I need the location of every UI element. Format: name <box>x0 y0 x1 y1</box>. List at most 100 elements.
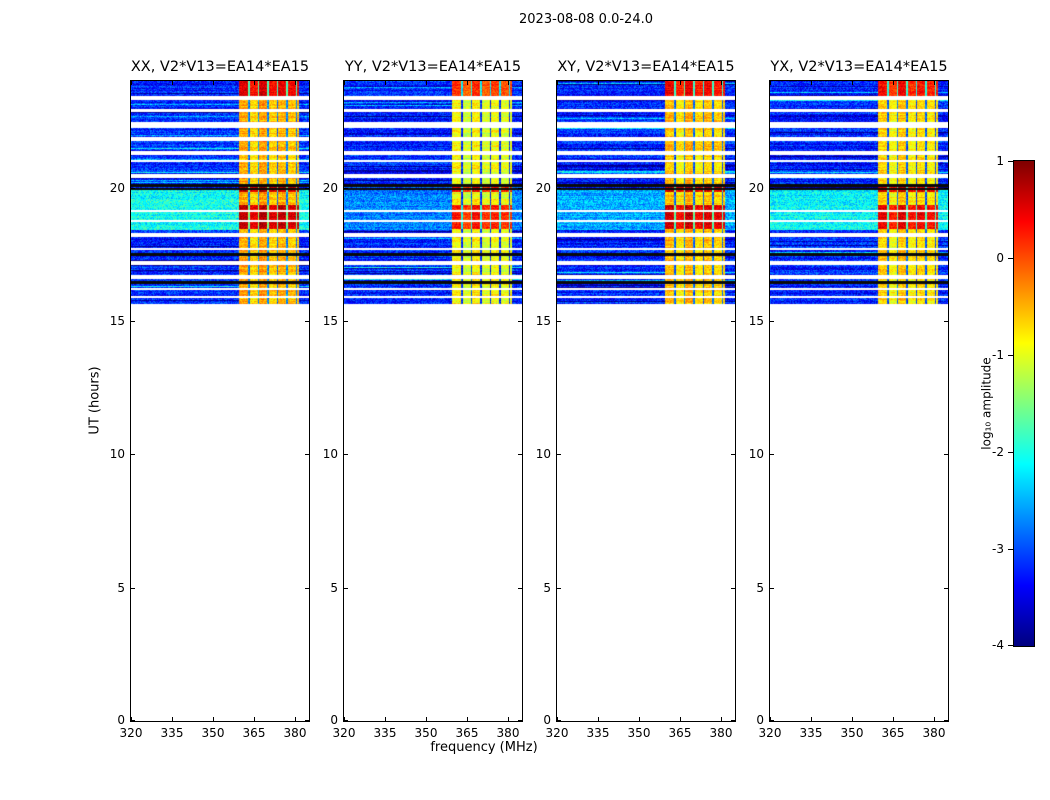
y-tick-mark <box>131 321 135 322</box>
colorbar-tick-label: -1 <box>992 348 1004 362</box>
x-tick-mark <box>131 81 132 85</box>
x-tick-mark <box>893 717 894 721</box>
x-tick-mark <box>344 717 345 721</box>
y-tick-label: 10 <box>748 447 764 461</box>
x-tick-mark <box>213 717 214 721</box>
y-tick-label: 10 <box>109 447 125 461</box>
colorbar-tick-mark <box>1008 355 1013 356</box>
x-tick-label: 350 <box>414 726 438 740</box>
panel-title-yy: YY, V2*V13=EA14*EA15 <box>344 59 522 75</box>
spectrogram-canvas-yy <box>344 81 522 721</box>
x-tick-mark <box>557 81 558 85</box>
figure-title: 2023-08-08 0.0-24.0 <box>519 12 653 27</box>
y-tick-mark <box>344 188 348 189</box>
x-tick-mark <box>639 717 640 721</box>
x-axis-label: frequency (MHz) <box>430 740 538 755</box>
y-tick-mark <box>944 321 948 322</box>
spectrogram-panel-yx: YX, V2*V13=EA14*EA15 0 5 10 15 20 320 335 350 36… <box>749 59 949 740</box>
x-tick-label: 335 <box>160 726 184 740</box>
y-tick-mark <box>305 454 309 455</box>
y-tick-mark <box>518 321 522 322</box>
y-tick-label: 15 <box>322 314 338 328</box>
y-tick-mark <box>305 188 309 189</box>
colorbar-tick-label: -2 <box>992 445 1004 459</box>
y-tick-mark <box>344 454 348 455</box>
y-tick-label: 15 <box>109 314 125 328</box>
x-tick-label: 380 <box>496 726 520 740</box>
x-tick-label: 365 <box>455 726 479 740</box>
colorbar-gradient <box>1014 161 1034 646</box>
x-tick-label: 320 <box>332 726 356 740</box>
y-tick-mark <box>518 188 522 189</box>
y-tick-mark <box>344 588 348 589</box>
spectrogram-panel-xy: XY, V2*V13=EA14*EA15 0 5 10 15 20 320 335 350 36… <box>536 59 736 740</box>
y-tick-mark <box>944 588 948 589</box>
x-tick-mark <box>254 81 255 85</box>
y-tick-label: 0 <box>117 713 125 727</box>
spectrogram-canvas-xy <box>557 81 735 721</box>
y-tick-mark <box>305 720 309 721</box>
x-tick-mark <box>295 717 296 721</box>
y-tick-mark <box>557 454 561 455</box>
spectrogram-canvas-xx <box>131 81 309 721</box>
x-tick-mark <box>213 81 214 85</box>
y-tick-mark <box>731 720 735 721</box>
x-tick-mark <box>131 717 132 721</box>
y-tick-mark <box>944 188 948 189</box>
y-tick-mark <box>557 321 561 322</box>
y-tick-mark <box>131 188 135 189</box>
x-tick-mark <box>680 717 681 721</box>
colorbar-tick-mark <box>1008 645 1013 646</box>
x-tick-label: 380 <box>709 726 733 740</box>
x-tick-mark <box>426 717 427 721</box>
x-tick-label: 335 <box>373 726 397 740</box>
y-tick-mark <box>518 588 522 589</box>
spectrogram-panel-xx: XX, V2*V13=EA14*EA15 0 5 10 15 20 320 335 350 36… <box>110 59 310 740</box>
colorbar-tick-mark <box>1008 161 1013 162</box>
y-tick-label: 10 <box>535 447 551 461</box>
x-tick-mark <box>852 717 853 721</box>
y-tick-label: 0 <box>756 713 764 727</box>
x-tick-mark <box>598 717 599 721</box>
colorbar-tick-mark <box>1008 549 1013 550</box>
y-tick-mark <box>131 454 135 455</box>
y-tick-mark <box>557 188 561 189</box>
colorbar-tick-mark <box>1008 258 1013 259</box>
x-tick-label: 350 <box>840 726 864 740</box>
spectrogram-canvas-yx <box>770 81 948 721</box>
y-tick-label: 20 <box>322 181 338 195</box>
x-tick-mark <box>639 81 640 85</box>
y-tick-mark <box>731 588 735 589</box>
x-tick-label: 350 <box>201 726 225 740</box>
colorbar-tick-label: -3 <box>992 542 1004 556</box>
y-tick-mark <box>305 588 309 589</box>
y-tick-mark <box>131 720 135 721</box>
y-tick-label: 0 <box>330 713 338 727</box>
x-tick-mark <box>680 81 681 85</box>
y-tick-label: 5 <box>330 581 338 595</box>
colorbar-label: log₁₀ amplitude <box>979 357 994 450</box>
x-tick-mark <box>385 717 386 721</box>
x-tick-mark <box>934 81 935 85</box>
x-tick-mark <box>893 81 894 85</box>
y-tick-label: 20 <box>109 181 125 195</box>
x-tick-mark <box>344 81 345 85</box>
y-tick-label: 20 <box>535 181 551 195</box>
y-tick-label: 5 <box>756 581 764 595</box>
y-tick-mark <box>557 720 561 721</box>
y-tick-mark <box>731 321 735 322</box>
y-tick-mark <box>770 321 774 322</box>
x-tick-mark <box>557 717 558 721</box>
y-tick-label: 5 <box>543 581 551 595</box>
x-tick-label: 320 <box>119 726 143 740</box>
x-tick-mark <box>172 81 173 85</box>
x-tick-label: 365 <box>668 726 692 740</box>
x-tick-mark <box>467 717 468 721</box>
x-tick-label: 365 <box>242 726 266 740</box>
x-tick-mark <box>508 717 509 721</box>
y-tick-label: 15 <box>748 314 764 328</box>
x-tick-mark <box>254 717 255 721</box>
y-tick-mark <box>770 588 774 589</box>
colorbar: 1 0 -1 -2 -3 -4 <box>992 154 1035 652</box>
